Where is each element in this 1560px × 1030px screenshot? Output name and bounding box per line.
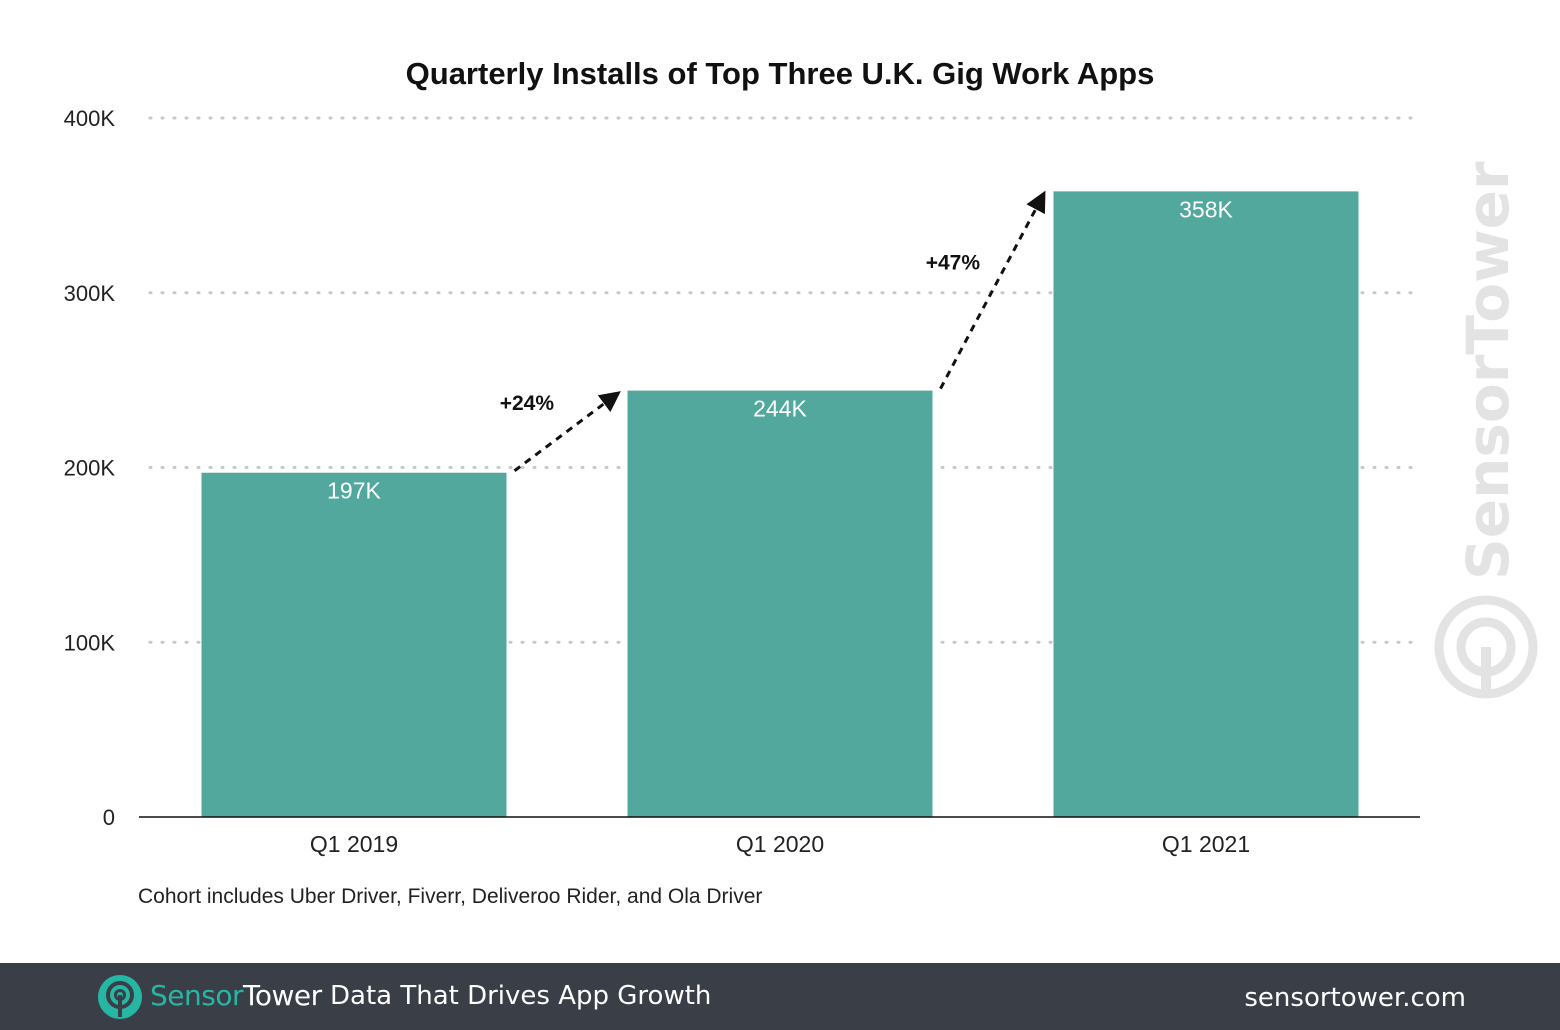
chart-note: Cohort includes Uber Driver, Fiverr, Del…	[138, 885, 762, 908]
footer-bar: SensorTower Data That Drives App Growth …	[0, 963, 1560, 1030]
y-tick-label: 100K	[64, 630, 116, 655]
chart: Quarterly Installs of Top Three U.K. Gig…	[64, 56, 1538, 908]
bar-value-label: 358K	[1179, 196, 1233, 222]
bar	[201, 472, 507, 817]
x-axis-ticks: Q1 2019 Q1 2020 Q1 2021	[310, 831, 1250, 857]
footer-brand-sensor: Sensor	[150, 979, 243, 1012]
bars: 197K 244K 358K	[201, 191, 1359, 817]
growth-arrow	[513, 391, 621, 472]
footer-brand-tower: Tower	[242, 979, 322, 1012]
y-tick-label: 300K	[64, 281, 116, 306]
x-tick-label: Q1 2020	[736, 831, 824, 857]
bar	[1053, 191, 1359, 817]
bar-value-label: 244K	[753, 396, 807, 422]
y-tick-label: 400K	[64, 106, 116, 131]
growth-arrow	[939, 190, 1046, 390]
watermark-text: SensorTower	[1454, 161, 1522, 580]
y-axis-ticks: 0 100K 200K 300K 400K	[64, 106, 116, 830]
footer-url-link[interactable]: sensortower.com	[1244, 983, 1466, 1013]
bar-value-label: 197K	[327, 478, 381, 504]
growth-arrows: +24% +47%	[500, 190, 1046, 472]
watermark-logo-icon	[1434, 595, 1538, 699]
x-tick-label: Q1 2019	[310, 831, 398, 857]
y-tick-label: 200K	[64, 456, 116, 481]
bar	[627, 390, 933, 817]
growth-label: +47%	[926, 252, 981, 275]
footer-brand[interactable]: SensorTower	[150, 979, 322, 1012]
chart-title: Quarterly Installs of Top Three U.K. Gig…	[406, 56, 1155, 91]
y-tick-label: 0	[103, 805, 115, 830]
growth-label: +24%	[500, 392, 555, 415]
sensortower-watermark: SensorTower	[1434, 161, 1538, 699]
x-tick-label: Q1 2021	[1162, 831, 1250, 857]
footer-tagline: Data That Drives App Growth	[330, 981, 712, 1011]
sensortower-logo-icon[interactable]	[96, 973, 144, 1021]
